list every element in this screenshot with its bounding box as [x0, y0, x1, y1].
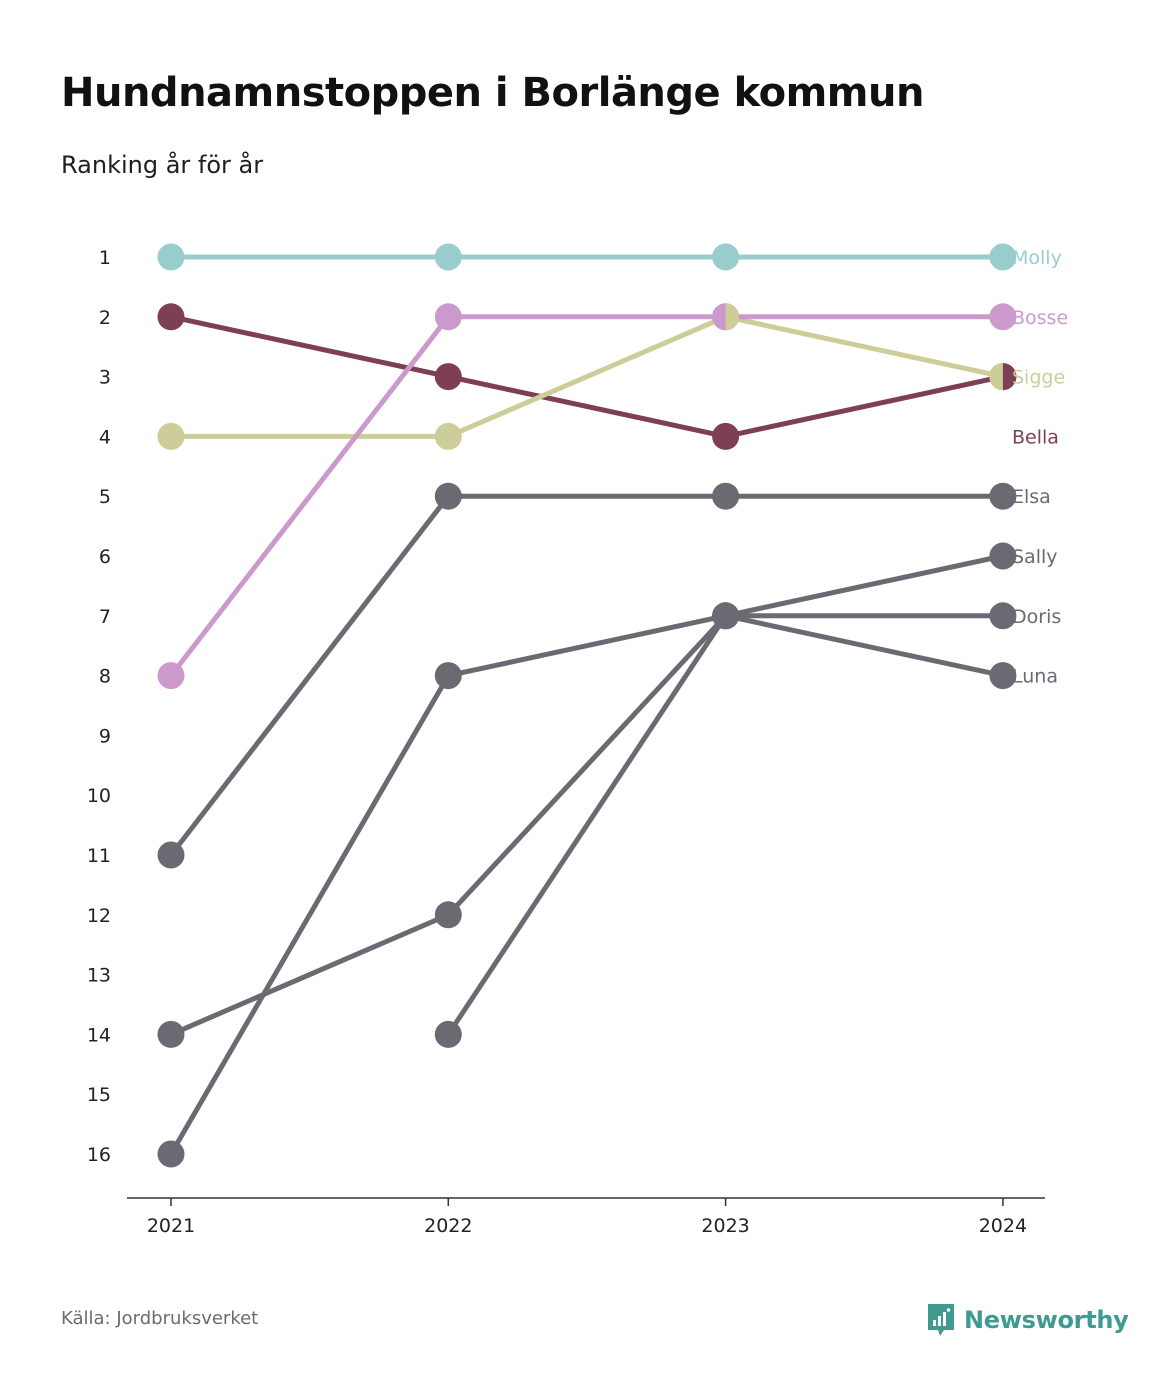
brand-name: Newsworthy — [964, 1306, 1129, 1334]
newsworthy-logo-icon — [928, 1304, 954, 1336]
data-point — [712, 243, 740, 271]
y-tick-label: 4 — [99, 426, 111, 448]
y-tick-label: 3 — [99, 367, 111, 389]
series-end-label: Luna — [1012, 666, 1058, 688]
data-point — [712, 422, 740, 450]
data-point — [712, 602, 740, 630]
shared-point-half — [712, 303, 726, 331]
data-point — [157, 1020, 185, 1048]
data-point — [157, 1140, 185, 1168]
y-tick-label: 12 — [87, 905, 111, 927]
y-tick-label: 10 — [87, 785, 111, 807]
data-point — [157, 243, 185, 271]
data-point — [157, 662, 185, 690]
series-line-segment — [445, 613, 729, 1037]
series-end-label: Sigge — [1012, 367, 1065, 389]
series-bosse — [157, 303, 1017, 690]
y-tick-label: 9 — [99, 725, 111, 747]
series-elsa — [157, 482, 1017, 869]
data-point — [157, 303, 185, 331]
data-point — [157, 841, 185, 869]
series-line-segment — [723, 613, 1006, 679]
shared-point-half — [1002, 363, 1017, 391]
series-line-segment — [723, 374, 1006, 439]
series-sally — [157, 542, 1017, 1168]
y-tick-label: 8 — [99, 666, 111, 688]
brand: Newsworthy — [926, 1302, 1129, 1338]
series-line-segment — [723, 553, 1006, 619]
y-tick-label: 1 — [99, 247, 111, 269]
series-sigge — [157, 303, 1017, 450]
data-point — [434, 662, 462, 690]
data-point — [989, 602, 1017, 630]
series-line-segment — [445, 613, 729, 679]
series-line-segment — [168, 673, 451, 1157]
data-point — [434, 901, 462, 929]
series-line-segment — [168, 493, 451, 858]
x-tick-label: 2022 — [424, 1215, 472, 1237]
y-tick-label: 6 — [99, 546, 111, 568]
y-tick-label: 11 — [87, 845, 111, 867]
data-point — [434, 422, 462, 450]
chart-title: Hundnamnstoppen i Borlänge kommun — [61, 70, 924, 116]
series-line-segment — [723, 314, 1006, 380]
series-end-label: Bosse — [1012, 307, 1068, 329]
y-tick-label: 14 — [87, 1024, 111, 1046]
y-tick-label: 15 — [87, 1084, 111, 1106]
series-end-label: Molly — [1012, 247, 1062, 269]
data-point — [989, 542, 1017, 570]
data-point — [434, 303, 462, 331]
data-point — [989, 482, 1017, 510]
data-point — [712, 482, 740, 510]
source-note: Källa: Jordbruksverket — [61, 1308, 259, 1329]
data-point — [434, 482, 462, 510]
series-end-label: Sally — [1012, 546, 1058, 568]
data-point — [989, 243, 1017, 271]
series-line-segment — [445, 613, 729, 918]
data-point — [157, 422, 185, 450]
series-line-segment — [445, 314, 729, 439]
series-line-segment — [168, 314, 451, 679]
data-point — [989, 662, 1017, 690]
x-tick-label: 2024 — [979, 1215, 1027, 1237]
shared-point-half — [989, 363, 1003, 391]
shared-point-half — [725, 303, 740, 331]
x-tick-label: 2021 — [147, 1215, 195, 1237]
y-tick-label: 5 — [99, 486, 111, 508]
series-end-label: Doris — [1012, 606, 1061, 628]
series-line-segment — [168, 912, 451, 1037]
data-point — [434, 243, 462, 271]
data-point — [989, 303, 1017, 331]
series-line-segment — [168, 314, 451, 380]
y-tick-label: 2 — [99, 307, 111, 329]
data-point — [434, 363, 462, 391]
series-end-label: Elsa — [1012, 486, 1051, 508]
data-point — [434, 1020, 462, 1048]
y-tick-label: 13 — [87, 965, 111, 987]
y-tick-label: 16 — [87, 1144, 111, 1166]
series-molly — [157, 243, 1017, 271]
series-end-label: Bella — [1012, 426, 1059, 448]
chart-subtitle: Ranking år för år — [61, 151, 264, 179]
y-tick-label: 7 — [99, 606, 111, 628]
x-axis: 2021 2022 2023 2024 — [127, 1197, 1045, 1237]
x-tick-label: 2023 — [701, 1215, 749, 1237]
series-line-segment — [445, 374, 729, 439]
series-doris — [434, 602, 1017, 1048]
